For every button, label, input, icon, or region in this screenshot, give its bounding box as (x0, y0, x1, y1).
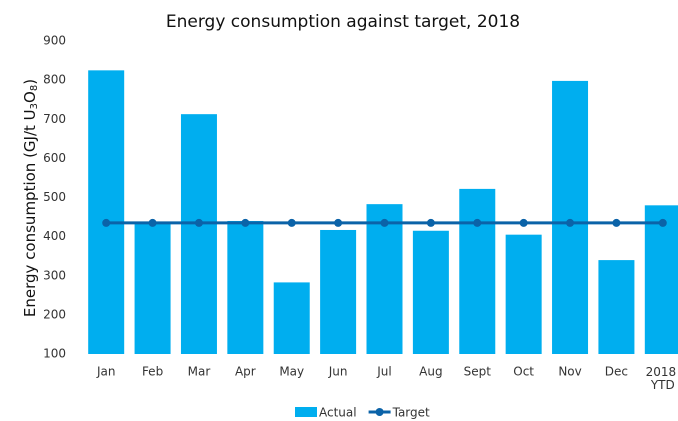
target-marker (612, 218, 621, 227)
y-tick-label: 100 (43, 347, 66, 361)
bar (366, 204, 403, 354)
bar (598, 260, 635, 354)
x-tick-label: Sept (464, 365, 492, 379)
x-tick-label: Aug (419, 365, 442, 379)
x-tick-label: 2018 YTD (646, 365, 678, 392)
bar (88, 70, 125, 354)
x-tick-label: Nov (558, 365, 581, 379)
target-marker (148, 218, 157, 227)
x-tick-label: May (279, 365, 304, 379)
bar (134, 222, 171, 354)
bar (505, 234, 542, 354)
x-tick-label: Mar (188, 365, 211, 379)
legend-label: Target (392, 406, 430, 420)
y-label-part: O (21, 91, 39, 103)
target-marker (473, 218, 482, 227)
x-tick-label: Apr (235, 365, 256, 379)
legend-swatch (295, 407, 317, 417)
legend-swatch (375, 408, 384, 416)
target-marker (380, 218, 389, 227)
y-tick-label: 300 (43, 268, 66, 282)
y-tick-label: 200 (43, 307, 66, 321)
bar (273, 282, 310, 354)
bar (180, 114, 217, 354)
target-marker (519, 218, 528, 227)
chart-title: Energy consumption against target, 2018 (166, 12, 520, 32)
bar (459, 188, 496, 354)
y-tick-label: 600 (43, 151, 66, 165)
y-label-sub: 8 (29, 85, 40, 91)
y-tick-label: 900 (43, 34, 66, 48)
x-tick-label: Oct (513, 365, 534, 379)
target-marker (287, 218, 296, 227)
y-tick-label: 500 (43, 190, 66, 204)
bar (320, 229, 357, 354)
target-marker (426, 218, 435, 227)
legend-label: Actual (319, 406, 357, 420)
x-tick-label: Dec (605, 365, 628, 379)
bar (644, 205, 678, 354)
y-tick-label: 400 (43, 229, 66, 243)
x-tick-label: Jan (96, 365, 116, 379)
y-axis-label: Energy consumption (GJ/t U3O8) (21, 79, 41, 317)
target-marker (194, 218, 203, 227)
target-marker (658, 218, 667, 227)
bar (552, 80, 589, 354)
y-label-sub: 3 (29, 103, 40, 109)
bar (412, 230, 449, 354)
y-tick-label: 700 (43, 112, 66, 126)
bar (227, 220, 264, 354)
x-tick-label: Jun (328, 365, 348, 379)
y-label-part: Energy consumption (GJ/t U (21, 109, 39, 317)
target-marker (241, 218, 250, 227)
x-tick-label: Jul (376, 365, 391, 379)
target-marker (334, 218, 343, 227)
y-label-part: ) (21, 79, 39, 85)
x-tick-label: Feb (142, 365, 163, 379)
target-marker (566, 218, 575, 227)
target-marker (102, 218, 111, 227)
y-tick-label: 800 (43, 73, 66, 87)
